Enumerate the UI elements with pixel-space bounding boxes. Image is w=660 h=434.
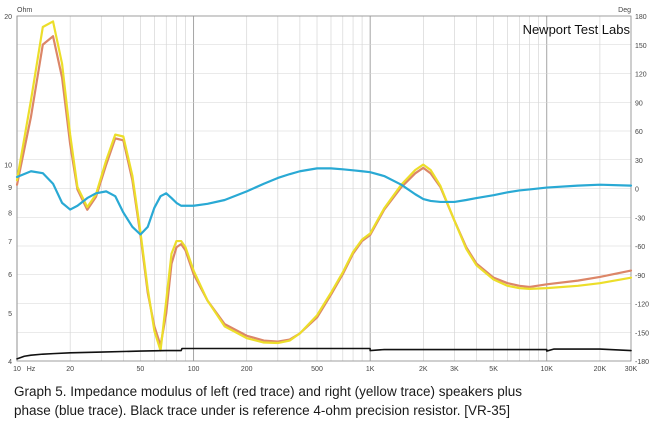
right-tick-label: -30 [635, 215, 645, 222]
caption-line-1: Graph 5. Impedance modulus of left (red … [14, 384, 522, 399]
x-tick-label: 1K [366, 366, 375, 373]
right-tick-label: -90 [635, 273, 645, 280]
grid [16, 15, 632, 362]
x-tick-label: 5K [489, 366, 498, 373]
series-line [15, 20, 633, 352]
left-tick-label: 8 [8, 210, 12, 217]
right-tick-label: -150 [635, 330, 649, 337]
series-line [15, 167, 633, 236]
x-tick-label: 500 [311, 366, 323, 373]
left-tick-label: 5 [8, 311, 12, 318]
left-tick-label: 20 [4, 14, 12, 21]
x-axis-ticks: 10 Hz 20 50 100 200 500 1K 2K 3K 5K 10K 20K 30K [13, 366, 637, 373]
right-axis-ticks: 180 150 120 90 60 30 0 -30 -60 -90 -120 -150 -180 [635, 14, 649, 366]
right-tick-label: -180 [635, 359, 649, 366]
right-tick-label: 90 [635, 100, 643, 107]
figure-caption: Graph 5. Impedance modulus of left (red … [14, 382, 650, 420]
left-tick-label: 4 [8, 359, 12, 366]
x-tick-label: 50 [137, 366, 145, 373]
x-tick-label: 20K [594, 366, 607, 373]
left-tick-label: 6 [8, 272, 12, 279]
right-tick-label: 120 [635, 72, 647, 79]
right-axis-unit: Deg [618, 7, 631, 14]
plot-frame [16, 15, 632, 362]
x-tick-label: 30K [625, 366, 638, 373]
x-tick-label: 20 [66, 366, 74, 373]
x-tick-label: 2K [419, 366, 428, 373]
series-lines [15, 20, 633, 360]
right-tick-label: -60 [635, 244, 645, 251]
left-axis-unit: Ohm [17, 7, 32, 14]
x-tick-label: 100 [188, 366, 200, 373]
x-tick-label: 200 [241, 366, 253, 373]
left-tick-label: 7 [8, 239, 12, 246]
left-axis-ticks: 20 10 9 8 7 6 5 4 [4, 14, 12, 366]
x-tick-label: 3K [450, 366, 459, 373]
right-tick-label: 0 [635, 187, 639, 194]
left-tick-label: 10 [4, 163, 12, 170]
right-tick-label: -120 [635, 302, 649, 309]
chart-title: Newport Test Labs [523, 22, 631, 37]
series-line [16, 347, 632, 360]
right-tick-label: 60 [635, 129, 643, 136]
right-tick-label: 150 [635, 43, 647, 50]
right-tick-label: 180 [635, 14, 647, 21]
right-tick-label: 30 [635, 158, 643, 165]
x-tick-label: 10 [13, 366, 21, 373]
impedance-phase-chart: Ohm Deg Newport Test Labs 20 10 9 8 7 6 5 4 180… [4, 7, 649, 373]
x-tick-label: Hz [27, 366, 36, 373]
caption-line-2: phase (blue trace). Black trace under is… [14, 403, 510, 418]
x-tick-label: 10K [541, 366, 554, 373]
left-tick-label: 9 [8, 185, 12, 192]
